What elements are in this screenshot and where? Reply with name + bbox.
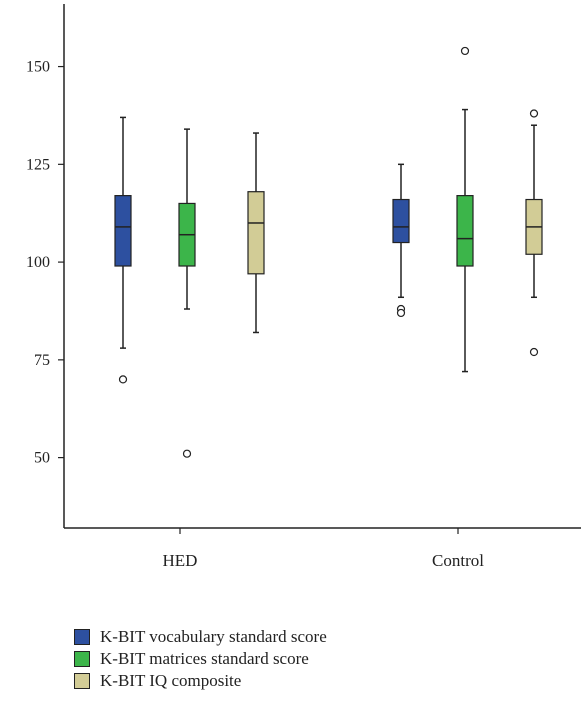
plot-area: 50 75 100 125 150 HED Control [26, 4, 581, 570]
outlier-series0-control-1 [396, 308, 406, 318]
legend-swatch-matrices [74, 651, 90, 667]
x-tick-label-hed: HED [163, 551, 198, 570]
y-tick-label-75: 75 [34, 352, 50, 369]
box-series0-hed [114, 195, 132, 267]
box-series2-hed [247, 191, 265, 275]
y-tick-label-100: 100 [26, 254, 50, 271]
boxplot-chart: 50 75 100 125 150 HED Control [26, 4, 581, 570]
outlier-series2-control-1 [529, 347, 539, 357]
legend-swatch-vocabulary [74, 629, 90, 645]
y-tick-label-125: 125 [26, 156, 50, 173]
legend-label-vocabulary: K-BIT vocabulary standard score [100, 627, 327, 646]
box-series0-control [392, 198, 410, 244]
x-tick-label-control: Control [432, 551, 484, 570]
legend-label-matrices: K-BIT matrices standard score [100, 649, 309, 668]
legend-item-matrices: K-BIT matrices standard score [74, 648, 327, 670]
outlier-series2-control-0 [529, 109, 539, 118]
legend-swatch-iq-composite [74, 673, 90, 689]
y-tick-label-50: 50 [34, 450, 50, 467]
y-tick-label-150: 150 [26, 59, 50, 76]
legend-label-iq-composite: K-BIT IQ composite [100, 671, 242, 690]
legend-item-iq-composite: K-BIT IQ composite [74, 670, 327, 692]
legend-item-vocabulary: K-BIT vocabulary standard score [74, 626, 327, 648]
outlier-series0-hed-0 [118, 375, 128, 384]
outlier-series1-control-0 [460, 46, 470, 56]
box-series1-control [456, 195, 474, 267]
legend: K-BIT vocabulary standard score K-BIT ma… [74, 626, 327, 692]
outlier-series1-hed-0 [182, 449, 192, 458]
